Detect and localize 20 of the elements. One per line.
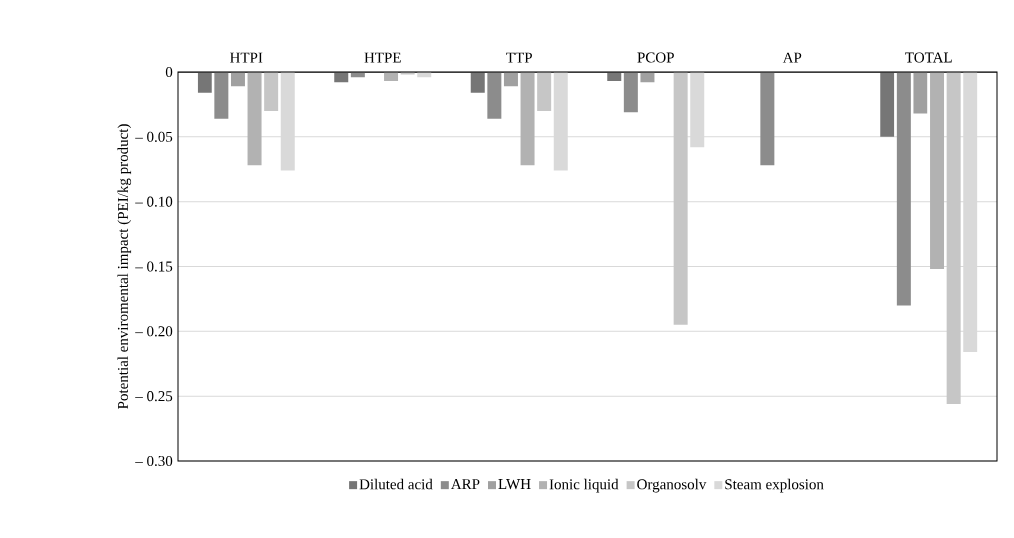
y-tick-label: – 0.30: [135, 455, 173, 467]
x-tick-label: TOTAL: [905, 52, 952, 63]
legend-label: LWH: [498, 479, 531, 490]
y-tick-label: – 0.15: [135, 261, 173, 272]
legend-label: ARP: [450, 479, 480, 489]
x-tick-label: HTPE: [364, 52, 401, 63]
legend-label: Organosolv: [637, 478, 707, 493]
x-tick-label: HTPI: [230, 52, 263, 63]
y-tick-label: – 0.10: [135, 196, 173, 207]
y-tick-label: – 0.25: [135, 391, 173, 402]
legend-label: Steam explosion: [725, 478, 824, 493]
x-tick-label: PCOP: [637, 52, 674, 63]
y-tick-label: – 0.20: [135, 326, 173, 337]
legend-label: Ionic liquid: [549, 478, 619, 493]
y-tick-label: – 0.05: [135, 131, 173, 142]
x-tick-label: TTP: [506, 52, 532, 63]
y-tick-label: 0: [165, 66, 173, 78]
legend-label: Diluted acid: [359, 478, 433, 490]
x-tick-label: AP: [782, 52, 802, 63]
y-axis-title: Potential enviromental impact (PEI/kg product): [117, 124, 132, 409]
